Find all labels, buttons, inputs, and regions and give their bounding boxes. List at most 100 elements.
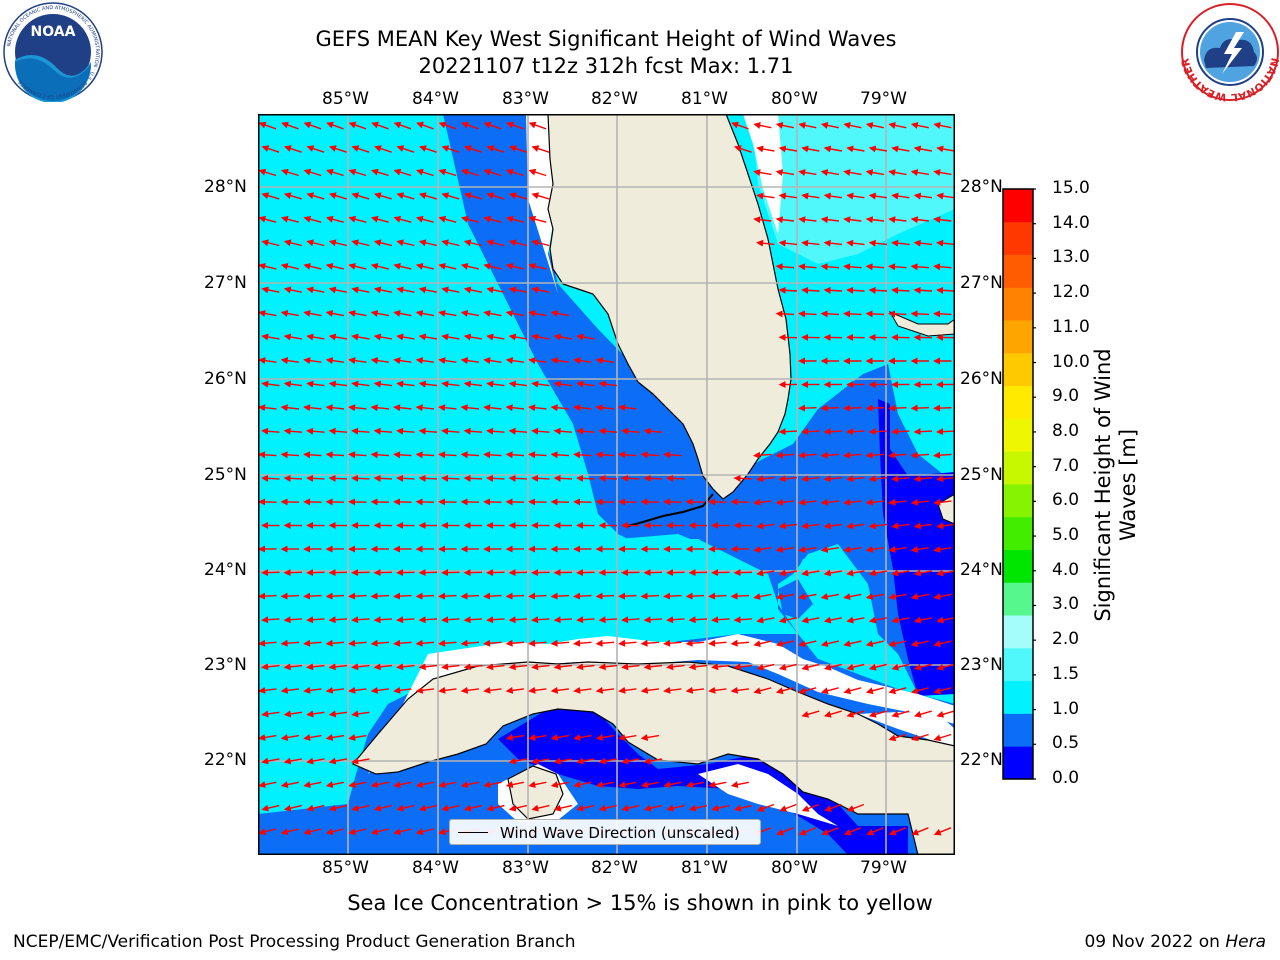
wave-direction-arrow (936, 145, 955, 153)
wave-direction-arrow (868, 663, 887, 671)
wave-direction-arrow (553, 616, 573, 624)
wave-direction-arrow (843, 545, 862, 553)
wave-direction-arrow (936, 475, 955, 483)
wave-direction-arrow (486, 663, 505, 671)
wave-direction-arrow (438, 451, 457, 459)
wave-direction-arrow (348, 686, 367, 694)
wave-direction-arrow (910, 451, 930, 459)
wave-direction-arrow (640, 592, 660, 600)
wave-direction-arrow (936, 663, 955, 671)
wave-direction-arrow (419, 145, 437, 153)
wave-direction-arrow (325, 404, 345, 412)
wave-direction-arrow (553, 427, 573, 435)
wave-direction-arrow (396, 474, 415, 482)
wave-direction-arrow (618, 734, 637, 741)
wave-direction-arrow (888, 733, 907, 742)
wave-direction-arrow (418, 380, 437, 388)
wave-direction-arrow (415, 451, 435, 459)
wave-direction-arrow (753, 640, 772, 648)
wave-direction-arrow (910, 216, 929, 224)
colorbar-label-line2: Waves [m] (1116, 428, 1140, 542)
wave-direction-arrow (325, 262, 344, 270)
wave-direction-arrow (775, 593, 795, 600)
wave-direction-arrow (306, 380, 325, 388)
wave-direction-arrow (643, 804, 662, 812)
wave-direction-arrow (868, 428, 888, 436)
wave-direction-arrow (823, 663, 842, 671)
wave-direction-arrow (303, 451, 322, 459)
wave-direction-arrow (531, 663, 550, 671)
wave-direction-arrow (865, 169, 885, 176)
wave-direction-arrow (508, 757, 528, 765)
wave-direction-arrow (553, 757, 573, 765)
wave-direction-arrow (483, 404, 502, 412)
wave-direction-arrow (415, 828, 434, 836)
wave-direction-arrow (550, 686, 569, 694)
wave-direction-arrow (416, 121, 434, 130)
lon-label-top: 83°W (502, 89, 549, 109)
wave-direction-arrow (328, 286, 347, 294)
lat-label-left: 23°N (204, 655, 247, 675)
wave-direction-arrow (303, 404, 322, 412)
wave-direction-arrow (418, 286, 437, 294)
wave-direction-arrow (283, 474, 303, 482)
wave-direction-arrow (888, 827, 907, 836)
wave-direction-arrow (801, 663, 820, 671)
wave-direction-arrow (730, 592, 750, 600)
wave-direction-arrow (373, 804, 392, 812)
wave-direction-arrow (801, 475, 820, 483)
colorbar-tick-label: 3.0 (1052, 594, 1080, 615)
wave-direction-arrow (621, 427, 640, 435)
wave-direction-arrow (438, 168, 457, 177)
wave-direction-arrow (483, 262, 502, 270)
lon-label-top: 84°W (412, 89, 459, 109)
lat-label-right: 28°N (960, 177, 1003, 197)
colorbar-band (1003, 647, 1033, 682)
wave-direction-arrow (280, 357, 299, 365)
wave-direction-arrow (486, 380, 505, 388)
wave-direction-arrow (393, 121, 412, 130)
wave-direction-arrow (936, 569, 955, 577)
wave-direction-arrow (753, 593, 772, 600)
wave-direction-arrow (441, 804, 460, 812)
wave-direction-arrow (550, 734, 570, 741)
wave-direction-arrow (258, 639, 277, 647)
colorbar-band (1003, 516, 1033, 550)
wave-direction-arrow (328, 333, 348, 341)
wave-direction-arrow (460, 215, 479, 223)
wave-direction-arrow (281, 168, 299, 177)
wave-direction-arrow (328, 239, 347, 247)
wave-direction-arrow (303, 168, 322, 177)
wave-direction-arrow (373, 380, 392, 388)
lat-label-right: 27°N (960, 273, 1003, 293)
wave-direction-arrow (868, 286, 888, 294)
colorbar-band (1003, 680, 1033, 714)
wave-direction-arrow (576, 474, 595, 482)
colorbar-tick-label: 1.0 (1052, 698, 1080, 719)
wave-direction-arrow (621, 616, 640, 624)
wave-direction-arrow (753, 687, 772, 695)
wave-direction-arrow (756, 475, 775, 483)
wave-direction-arrow (306, 192, 325, 200)
wave-direction-arrow (348, 404, 367, 412)
lon-label-bottom: 83°W (502, 858, 549, 878)
wave-direction-arrow (618, 686, 637, 694)
wave-direction-arrow (820, 121, 839, 129)
wave-direction-arrow (778, 522, 797, 530)
wave-direction-arrow (936, 428, 955, 436)
wave-direction-arrow (868, 192, 887, 200)
wave-direction-arrow (418, 804, 437, 812)
wave-direction-arrow (640, 734, 660, 741)
wave-direction-arrow (595, 734, 615, 741)
wave-direction-arrow (753, 216, 772, 224)
legend-label: Wind Wave Direction (unscaled) (500, 824, 740, 842)
wave-direction-arrow (798, 216, 817, 224)
wave-direction-arrow (933, 263, 952, 271)
wave-direction-arrow (303, 310, 322, 317)
wave-direction-arrow (393, 215, 412, 223)
colorbar-band (1003, 713, 1033, 747)
wave-direction-arrow (576, 427, 595, 435)
wave-direction-arrow (463, 286, 482, 294)
wave-direction-arrow (306, 474, 325, 482)
wave-direction-arrow (370, 686, 389, 694)
